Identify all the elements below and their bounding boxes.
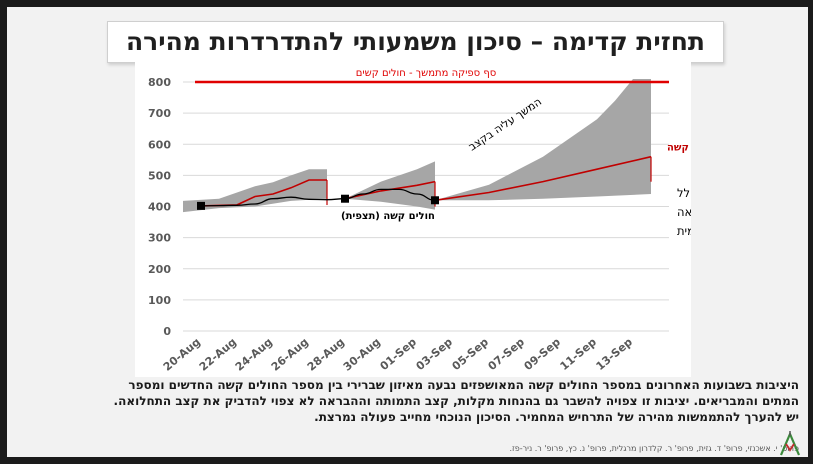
chart-background [135,62,691,377]
bottom-text-line: יש להערך להתממשות מהירה של התרחיש המחמיר… [314,410,799,424]
capacity-label: סף ספיקה מתמשך - חולים קשים [356,68,496,79]
note-line: ירידה במספר הכולל [677,186,691,200]
bottom-text-line: היציבות בשבועות האחרונים במספר החולים קש… [128,378,799,392]
y-tick-label: 400 [148,201,171,214]
logo-icon [779,431,801,456]
y-tick-label: 100 [148,294,171,307]
forecast-series-label: תחזית חולים קשה [667,142,691,153]
forecast-line [434,155,652,202]
data-point-marker [431,196,439,205]
observed-line [200,188,436,207]
title-bar: תחזית קדימה – סיכון משמעותי להתדרדרות מה… [107,21,724,63]
data-point-marker [197,201,205,210]
uncertainty-band [345,161,435,210]
chart: סף ספיקה מתמשך - חולים קשים 0 100 200 300 40… [135,62,691,377]
data-point-marker [341,194,349,203]
forecast-line [344,180,436,200]
page-title: תחזית קדימה – סיכון משמעותי להתדרדרות מה… [125,27,706,56]
uncertainty-band [183,169,327,213]
note-line: ללא שינוי בתחלואה יומית [677,224,691,238]
y-tick-label: 600 [148,138,171,151]
bottom-text-line: המתים והמבריאים. יציבות זו צפויה להשבר ג… [113,394,799,408]
observed-series-label: חולים קשה (תצפית) [341,211,435,222]
y-tick-label: 500 [148,169,171,182]
y-tick-label: 0 [163,325,171,338]
note-line: כתוצאה מעליה בקצב תמותה והבראה [677,205,691,219]
bottom-text: היציבות בשבועות האחרונים במספר החולים קש… [67,377,799,425]
y-tick-label: 200 [148,263,171,276]
y-tick-label: 300 [148,232,171,245]
y-tick-label: 800 [148,76,171,89]
slide: תחזית קדימה – סיכון משמעותי להתדרדרות מה… [7,7,808,457]
y-tick-label: 700 [148,107,171,120]
credits: פרופ' י. אשכנזי, פרופ' ד. גזית, פרופ' ר.… [509,444,799,453]
